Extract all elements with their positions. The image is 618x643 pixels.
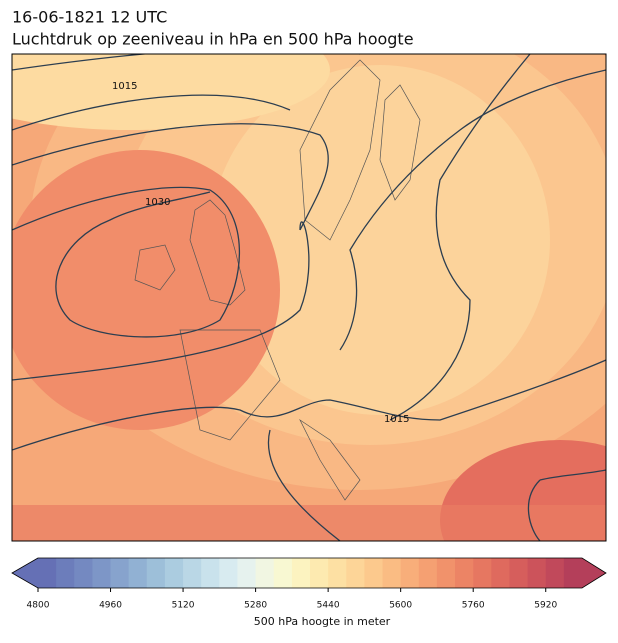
colorbar-label: 500 hPa hoogte in meter	[254, 615, 391, 628]
height-band	[12, 505, 606, 541]
colorbar-bin	[255, 558, 275, 588]
isobar	[267, 429, 341, 541]
colorbar-tick-label: 5280	[244, 601, 267, 611]
colorbar-tick-label: 5440	[317, 601, 340, 611]
colorbar-bin	[56, 558, 75, 588]
colorbar-bin	[364, 558, 384, 588]
colorbar-bin	[400, 558, 420, 588]
colorbar-tick-label: 5120	[172, 601, 195, 611]
isobar	[389, 54, 531, 421]
isobar	[339, 69, 606, 351]
colorbar-bin	[201, 558, 220, 588]
colorbar-bin	[382, 558, 402, 588]
isobar	[527, 469, 606, 541]
colorbar-bin	[183, 558, 202, 588]
colorbar-frame	[11, 557, 607, 589]
colorbar-tick-label: 4800	[27, 601, 50, 611]
isobar	[12, 186, 241, 338]
colorbar-bin	[38, 558, 57, 588]
colorbar-extend-low	[12, 558, 38, 588]
colorbar-bin	[74, 558, 93, 588]
colorbar-bin	[545, 558, 565, 588]
contour-label: 1015	[112, 81, 137, 92]
isobar	[12, 94, 291, 131]
colorbar-bin	[473, 558, 492, 588]
isobar	[12, 123, 329, 231]
colorbar-extend-high	[582, 558, 606, 588]
colorbar-bin	[128, 558, 148, 588]
colorbar-tick-label: 5920	[534, 601, 557, 611]
isobar	[12, 359, 606, 451]
colorbar-bin	[509, 558, 529, 588]
colorbar: 4800 4960 5120 5280 5440 5600 5760 5920	[11, 557, 607, 611]
colorbar-bin	[455, 558, 474, 588]
colorbar-bin	[291, 558, 311, 588]
map-frame	[11, 53, 607, 542]
coastline	[134, 59, 421, 501]
colorbar-bin	[273, 558, 293, 588]
contour-label: 1030	[145, 197, 170, 208]
colorbar-bin	[418, 558, 438, 588]
map: 1015 1030 1015	[12, 54, 606, 541]
colorbar-bin	[110, 558, 130, 588]
isobar	[12, 221, 310, 381]
contour-label: 1015	[384, 414, 409, 425]
colorbar-bin	[527, 558, 547, 588]
colorbar-bin	[164, 558, 184, 588]
height-band	[12, 54, 330, 130]
colorbar-bin	[219, 558, 238, 588]
colorbar-tick-label: 4960	[99, 601, 122, 611]
colorbar-bin	[346, 558, 365, 588]
colorbar-bin	[436, 558, 456, 588]
colorbar-bin	[92, 558, 112, 588]
height-band	[210, 65, 550, 415]
height-band	[12, 150, 280, 430]
colorbar-bin	[563, 558, 583, 588]
isobar	[12, 54, 360, 71]
colorbar-tick-label: 5760	[462, 601, 485, 611]
colorbar-bin	[328, 558, 347, 588]
title: 16-06-1821 12 UTC	[12, 8, 167, 27]
colorbar-bin	[237, 558, 257, 588]
colorbar-bin	[491, 558, 510, 588]
colorbar-bin	[146, 558, 166, 588]
subtitle: Luchtdruk op zeeniveau in hPa en 500 hPa…	[12, 30, 414, 49]
colorbar-tick-label: 5600	[389, 601, 412, 611]
colorbar-bin	[310, 558, 329, 588]
